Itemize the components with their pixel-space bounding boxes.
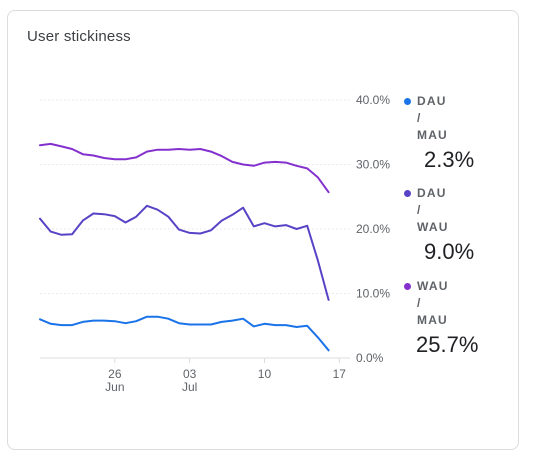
legend-item-dau-wau[interactable]: DAU / WAU 9.0% (404, 185, 474, 265)
legend-value-dau-mau: 2.3% (424, 147, 475, 172)
x-tick-month-label: Jul (182, 380, 197, 394)
x-tick-label: 03 (183, 367, 197, 381)
x-tick-month-label: Jun (105, 380, 124, 394)
x-tick-label: 10 (258, 367, 272, 381)
legend-label-dau-wau: DAU / WAU (404, 185, 474, 236)
y-tick-label: 10.0% (356, 287, 390, 301)
y-tick-label: 30.0% (356, 158, 390, 172)
card-title: User stickiness (27, 28, 131, 45)
x-tick-label: 26 (108, 367, 122, 381)
series-line-wau-mau[interactable] (39, 142, 330, 194)
series-line-dau-wau[interactable] (39, 204, 330, 301)
legend-item-wau-mau[interactable]: WAU / MAU 25.7% (404, 278, 478, 358)
legend-dot-icon (404, 98, 411, 105)
legend-dot-icon (404, 283, 411, 290)
legend-value-dau-wau: 9.0% (424, 239, 475, 264)
legend-dot-icon (404, 190, 411, 197)
series-line-dau-mau[interactable] (39, 315, 330, 352)
user-stickiness-card (7, 10, 519, 450)
y-tick-label: 0.0% (356, 351, 384, 365)
y-tick-label: 20.0% (356, 222, 390, 236)
legend-item-dau-mau[interactable]: DAU / MAU 2.3% (404, 93, 474, 173)
x-tick-label: 17 (333, 367, 347, 381)
y-tick-label: 40.0% (356, 93, 390, 107)
legend-label-wau-mau: WAU / MAU (404, 278, 478, 329)
legend-label-dau-mau: DAU / MAU (404, 93, 474, 144)
legend-value-wau-mau: 25.7% (416, 332, 479, 357)
